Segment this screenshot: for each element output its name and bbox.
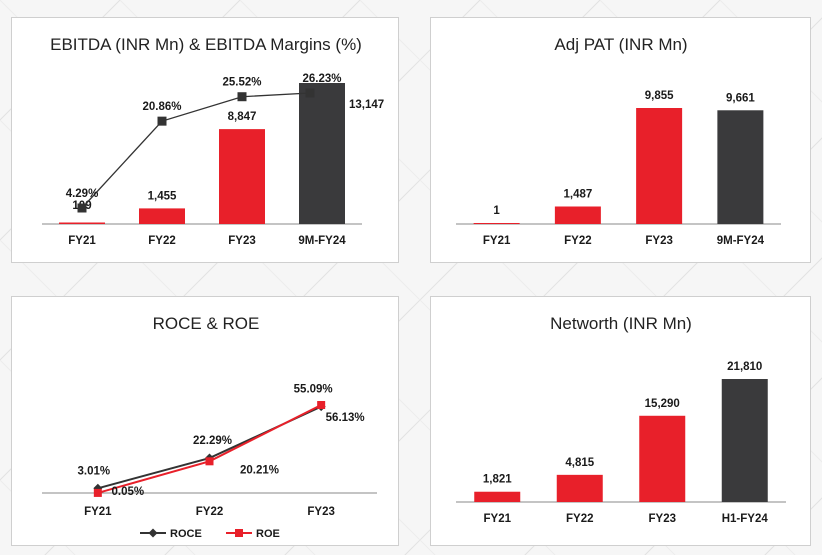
adj-pat-chart: Adj PAT (INR Mn) FY21 FY22 FY23 9M-FY24 1 1,4… xyxy=(456,35,781,247)
x-tick-label: FY21 xyxy=(84,506,112,518)
x-tick-label: FY21 xyxy=(483,235,511,247)
margin-marker xyxy=(77,203,87,213)
margin-data-label: 4.29% xyxy=(66,188,99,200)
bar xyxy=(636,108,683,224)
x-tick-label: 9M-FY24 xyxy=(298,235,346,247)
bar xyxy=(717,110,764,224)
roe-data-label: 0.05% xyxy=(112,486,145,498)
chart-title: Networth (INR Mn) xyxy=(550,314,692,333)
bar xyxy=(721,379,768,502)
x-tick-label: FY23 xyxy=(645,235,673,247)
data-label: 1,821 xyxy=(483,474,512,486)
x-tick-label: FY22 xyxy=(148,235,176,247)
chart-title: Adj PAT (INR Mn) xyxy=(554,35,687,54)
roce-roe-chart: ROCE & ROE FY21 FY22 FY23 3.01% 22.29% 55.09%… xyxy=(42,314,377,540)
x-tick-label: FY23 xyxy=(228,235,256,247)
margin-marker xyxy=(305,88,315,98)
x-tick-label: FY21 xyxy=(484,513,512,525)
data-label: 15,290 xyxy=(645,398,680,410)
x-tick-label: H1-FY24 xyxy=(722,513,769,525)
networth-chart: Networth (INR Mn) FY21 FY22 FY23 H1-FY24 1,8… xyxy=(456,314,786,525)
ebitda-chart-panel: EBITDA (INR Mn) & EBITDA Margins (%) FY2… xyxy=(11,17,399,263)
x-tick-label: FY22 xyxy=(566,513,594,525)
data-label: 4,815 xyxy=(565,457,594,469)
data-label: 1,487 xyxy=(563,188,592,200)
bar-data-label: 8,847 xyxy=(228,111,257,123)
roce-data-label: 3.01% xyxy=(78,465,111,477)
bar xyxy=(219,129,265,224)
roce-data-label: 55.09% xyxy=(294,384,333,396)
bar xyxy=(299,83,345,224)
margin-data-label: 20.86% xyxy=(142,101,181,113)
networth-chart-panel: Networth (INR Mn) FY21 FY22 FY23 H1-FY24 1,8… xyxy=(430,296,811,546)
margin-line xyxy=(81,92,311,209)
bar xyxy=(139,208,185,224)
bar xyxy=(59,222,105,224)
roe-marker xyxy=(317,401,326,409)
bar-data-label: 13,147 xyxy=(349,99,384,111)
ebitda-chart: EBITDA (INR Mn) & EBITDA Margins (%) FY2… xyxy=(42,35,384,247)
roce-line xyxy=(97,405,322,490)
chart-title: ROCE & ROE xyxy=(153,314,260,333)
x-tick-label: FY21 xyxy=(68,235,96,247)
roce-roe-chart-panel: ROCE & ROE FY21 FY22 FY23 3.01% 22.29% 55.09%… xyxy=(11,296,399,546)
data-label: 1 xyxy=(493,205,500,217)
data-label: 21,810 xyxy=(727,361,762,373)
x-tick-label: FY22 xyxy=(564,235,592,247)
bar xyxy=(474,491,521,502)
roe-legend-label: ROE xyxy=(256,528,280,540)
adj-pat-chart-panel: Adj PAT (INR Mn) FY21 FY22 FY23 9M-FY24 1 1,4… xyxy=(430,17,811,263)
roe-legend-marker xyxy=(235,529,243,537)
margin-marker xyxy=(157,116,167,126)
data-label: 9,661 xyxy=(726,92,755,104)
margin-marker xyxy=(237,92,247,102)
data-label: 9,855 xyxy=(645,90,674,102)
margin-data-label: 26.23% xyxy=(302,73,341,85)
bar xyxy=(639,415,686,502)
x-tick-label: 9M-FY24 xyxy=(717,235,765,247)
bar-data-label: 1,455 xyxy=(148,190,177,202)
x-tick-label: FY22 xyxy=(196,506,224,518)
roce-legend-marker xyxy=(148,528,158,538)
margin-data-label: 25.52% xyxy=(222,77,261,89)
roce-data-label: 22.29% xyxy=(193,435,232,447)
roe-marker xyxy=(205,457,214,466)
bar xyxy=(554,206,601,224)
chart-title: EBITDA (INR Mn) & EBITDA Margins (%) xyxy=(50,35,362,54)
bar xyxy=(556,474,603,502)
roce-legend-label: ROCE xyxy=(170,528,202,540)
x-tick-label: FY23 xyxy=(649,513,677,525)
x-tick-label: FY23 xyxy=(307,506,335,518)
bar xyxy=(473,223,520,224)
roe-data-label: 20.21% xyxy=(240,464,279,476)
roe-marker xyxy=(93,488,102,497)
roe-data-label: 56.13% xyxy=(326,412,365,424)
